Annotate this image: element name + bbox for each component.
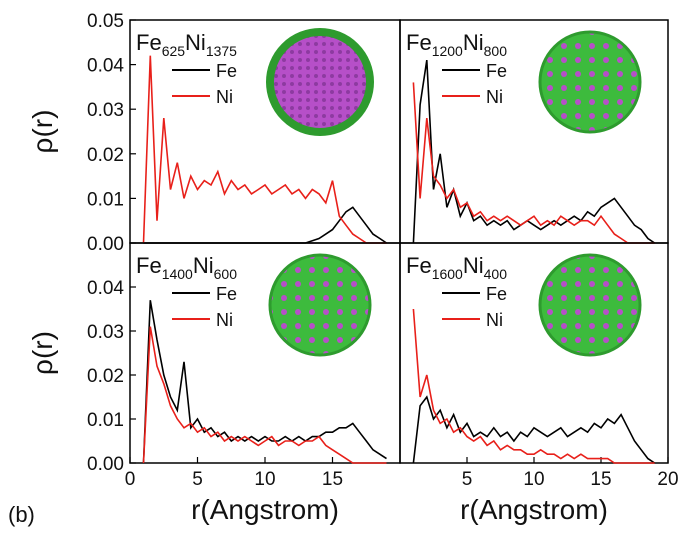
x-tick-label: 10	[523, 469, 544, 490]
y-tick-label: 0.02	[87, 145, 124, 166]
element: Ni	[463, 253, 484, 278]
element: Fe	[136, 253, 162, 278]
nanoparticle-inset	[538, 30, 642, 134]
legend-label: Fe	[486, 61, 507, 81]
y-axis-label: ρ(r)	[27, 331, 58, 375]
legend-label: Ni	[486, 310, 503, 330]
y-tick-label: 0.03	[87, 322, 124, 343]
x-axis-label: r(Angstrom)	[191, 494, 339, 525]
x-axis-label: r(Angstrom)	[460, 494, 608, 525]
x-tick-label: 0	[125, 469, 136, 490]
panel-title: Fe1200Ni800	[406, 30, 507, 59]
element: Ni	[463, 30, 484, 55]
legend-label: Fe	[216, 61, 237, 81]
y-tick-label: 0.00	[87, 454, 124, 475]
element: Fe	[406, 30, 432, 55]
y-tick-label: 0.04	[87, 56, 124, 77]
legend-label: Fe	[486, 284, 507, 304]
y-tick-label: 0.03	[87, 100, 124, 121]
x-tick-label: 5	[192, 469, 203, 490]
x-tick-label: 10	[254, 469, 275, 490]
subscript: 1400	[162, 266, 193, 282]
series-line	[143, 206, 387, 244]
series-line	[412, 395, 656, 464]
x-tick-label: 20	[657, 469, 678, 490]
nanoparticle-inset	[538, 253, 642, 357]
subscript: 1600	[432, 266, 463, 282]
legend-label: Ni	[216, 310, 233, 330]
panel-title: Fe1600Ni400	[406, 253, 507, 282]
series-line	[412, 308, 655, 464]
legend-label: Ni	[216, 87, 233, 107]
element: Fe	[136, 30, 162, 55]
x-tick-label: 5	[462, 469, 473, 490]
panel-title: Fe1400Ni600	[136, 253, 237, 282]
y-tick-label: 0.01	[87, 410, 124, 431]
subscript: 1200	[432, 43, 463, 59]
subscript: 800	[484, 43, 508, 59]
y-tick-label: 0.05	[87, 11, 124, 32]
y-tick-label: 0.04	[87, 278, 124, 299]
series-line	[412, 82, 655, 244]
series-line	[142, 300, 387, 464]
panel-title: Fe625Ni1375	[136, 30, 237, 59]
legend-label: Ni	[486, 87, 503, 107]
nanoparticle-inset	[266, 28, 374, 136]
x-tick-label: 15	[322, 469, 343, 490]
panel-label: (b)	[8, 502, 35, 527]
series-line	[142, 326, 387, 464]
nanoparticle-inset	[268, 253, 372, 357]
element: Fe	[406, 253, 432, 278]
y-tick-label: 0.02	[87, 366, 124, 387]
y-axis-label: ρ(r)	[27, 110, 58, 154]
legend-label: Fe	[216, 284, 237, 304]
subscript: 1375	[206, 43, 237, 59]
subscript: 625	[162, 43, 186, 59]
series-line	[142, 55, 387, 244]
subscript: 600	[214, 266, 238, 282]
subscript: 400	[484, 266, 508, 282]
x-tick-label: 15	[590, 469, 611, 490]
element: Ni	[193, 253, 214, 278]
y-tick-label: 0.00	[87, 234, 124, 255]
element: Ni	[185, 30, 206, 55]
y-tick-label: 0.01	[87, 189, 124, 210]
